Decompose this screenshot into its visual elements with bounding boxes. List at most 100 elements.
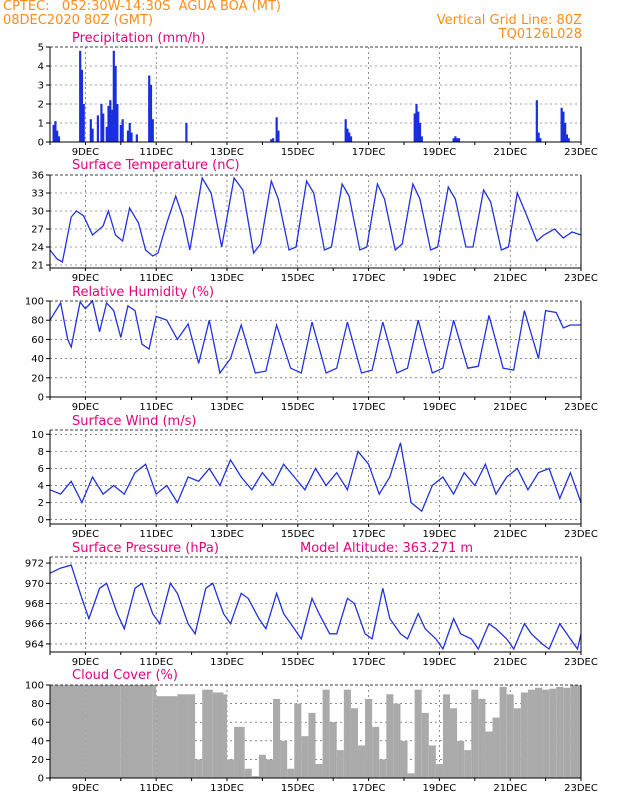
- precip-date-label: 23DEC: [564, 147, 598, 158]
- press-series-line: [49, 564, 582, 651]
- precip-bar: [413, 113, 416, 142]
- precip-bar: [346, 128, 349, 142]
- cloud-cover-bar: [258, 754, 266, 778]
- press-ytick-label: 972: [25, 559, 44, 570]
- cloud-cover-bar: [549, 688, 557, 778]
- precip-date-label: 9DEC: [72, 147, 99, 158]
- cloud-cover-bar: [435, 764, 443, 778]
- precip-bar: [272, 138, 275, 142]
- temp-date-label: 9DEC: [72, 273, 99, 284]
- cloud-cover-bar: [471, 689, 479, 778]
- precip-bar: [119, 124, 122, 142]
- cloud-title: Cloud Cover (%): [72, 668, 178, 683]
- precip-bar: [277, 130, 280, 142]
- cloud-cover-bar: [520, 692, 528, 778]
- humid-series-line: [49, 299, 581, 375]
- precip-bar: [535, 100, 538, 142]
- precip-bar: [456, 138, 459, 142]
- cloud-cover-bar: [485, 731, 493, 778]
- cloud-date-label: 15DEC: [281, 783, 315, 794]
- cloud-cover-bar: [457, 740, 465, 778]
- precip-bar: [128, 123, 131, 142]
- cloud-ytick-label: 40: [31, 736, 44, 747]
- precip-bar: [107, 105, 110, 142]
- precip-bar: [126, 130, 130, 142]
- cloud-cover-bar: [315, 764, 323, 778]
- header-grid-note: Vertical Grid Line: 80Z: [436, 13, 582, 28]
- cloud-cover-bar: [499, 686, 507, 778]
- cloud-cover-bar: [195, 759, 203, 778]
- humid-ytick-label: 0: [38, 393, 44, 404]
- header-date: 08DEC2020 80Z (GMT): [3, 13, 154, 28]
- press-date-label: 23DEC: [564, 657, 598, 668]
- cloud-cover-bar: [223, 694, 227, 778]
- cloud-cover-bar: [450, 708, 458, 778]
- wind-date-label: 9DEC: [72, 529, 99, 540]
- precip-bar: [52, 124, 55, 142]
- precip-date-label: 19DEC: [423, 147, 457, 158]
- precip-date-label: 11DEC: [139, 147, 173, 158]
- precip-bar: [564, 123, 567, 142]
- precip-bar: [54, 121, 57, 142]
- cloud-cover-bar: [294, 703, 302, 778]
- humid-date-label: 15DEC: [281, 402, 315, 413]
- precip-date-label: 21DEC: [493, 147, 527, 158]
- cloud-cover-bar: [177, 694, 189, 778]
- press-ytick-label: 970: [25, 579, 44, 590]
- temp-ytick-label: 21: [31, 261, 44, 272]
- cloud-cover-bar: [513, 708, 521, 778]
- precip-bar: [96, 115, 99, 142]
- temp-title: Surface Temperature (nC): [72, 158, 240, 173]
- precip-bar: [344, 119, 347, 142]
- press-date-label: 21DEC: [493, 657, 527, 668]
- wind-title: Surface Wind (m/s): [72, 414, 196, 429]
- precip-bar: [418, 123, 422, 142]
- precip-bar: [109, 100, 112, 142]
- precip-bar: [102, 113, 105, 142]
- wind-ytick-label: 0: [38, 515, 44, 526]
- press-date-label: 13DEC: [210, 657, 244, 668]
- precip-bar: [121, 119, 124, 142]
- humid-ytick-label: 100: [25, 297, 44, 308]
- temp-date-label: 19DEC: [423, 273, 457, 284]
- cloud-ytick-label: 0: [38, 774, 44, 785]
- wind-ytick-label: 6: [38, 464, 44, 475]
- wind-ytick-label: 8: [38, 447, 44, 458]
- precip-bar: [539, 138, 542, 142]
- humid-date-label: 19DEC: [423, 402, 457, 413]
- cloud-cover-bar: [227, 759, 235, 778]
- cloud-cover-bar: [428, 745, 436, 778]
- humid-ytick-label: 80: [31, 316, 44, 327]
- humid-date-label: 17DEC: [352, 402, 386, 413]
- cloud-cover-bar: [322, 689, 330, 778]
- cloud-cover-bar: [527, 689, 535, 778]
- cloud-ytick-label: 100: [25, 681, 44, 692]
- wind-date-label: 23DEC: [564, 529, 598, 540]
- header-model: TQ0126L028: [498, 27, 582, 42]
- wind-date-label: 13DEC: [210, 529, 244, 540]
- precip-bar: [57, 136, 61, 142]
- precip-date-label: 13DEC: [210, 147, 244, 158]
- cloud-cover-bar: [464, 750, 472, 778]
- cloud-cover-bar: [120, 685, 153, 778]
- press-ytick-label: 966: [25, 619, 44, 630]
- cloud-cover-bar: [534, 687, 543, 778]
- precip-bar: [565, 134, 569, 142]
- cloud-cover-bar: [244, 768, 252, 778]
- precip-bar: [82, 104, 85, 142]
- precip-bar: [185, 123, 188, 142]
- cloud-cover-bar: [188, 694, 196, 778]
- cloud-cover-bar: [287, 768, 295, 778]
- precip-bar: [537, 132, 540, 142]
- precip-date-label: 17DEC: [352, 147, 386, 158]
- cloud-cover-bar: [393, 703, 401, 778]
- cloud-cover-bar: [556, 686, 564, 778]
- humid-ytick-label: 20: [31, 373, 44, 384]
- cloud-cover-bar: [492, 717, 500, 778]
- humid-date-label: 21DEC: [493, 402, 527, 413]
- cloud-cover-bar: [202, 689, 213, 778]
- press-ytick-label: 968: [25, 599, 44, 610]
- cloud-cover-bar: [329, 722, 337, 778]
- temp-ytick-label: 30: [31, 207, 44, 218]
